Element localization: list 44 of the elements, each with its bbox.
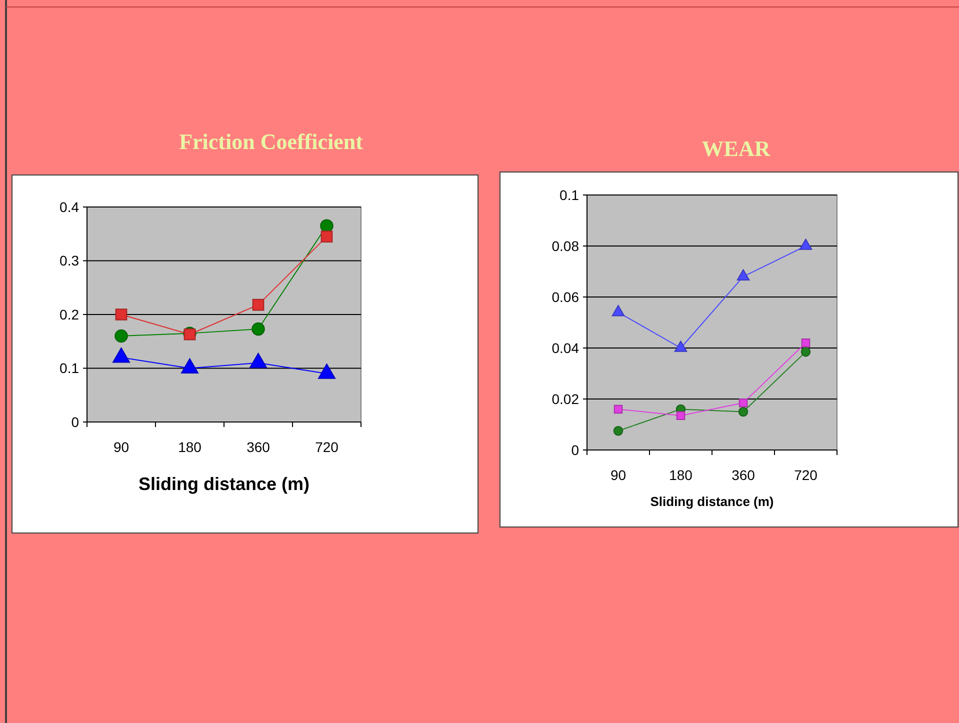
chart-title: Friction Coefficient <box>179 129 364 154</box>
point <box>114 329 128 343</box>
y-tick-label: 0.4 <box>60 198 80 215</box>
point <box>115 308 128 320</box>
point <box>676 411 686 420</box>
point <box>799 238 812 250</box>
x-tick-label: 720 <box>794 467 818 483</box>
x-axis-title: Sliding distance (m) <box>650 494 774 509</box>
x-axis-title: Sliding distance (m) <box>138 474 310 494</box>
chart-title: WEAR <box>702 136 772 161</box>
point <box>738 398 748 408</box>
point <box>613 426 624 436</box>
y-tick-label: 0.06 <box>552 288 580 305</box>
point <box>801 338 810 348</box>
y-tick-label: 0.3 <box>60 252 80 269</box>
x-tick-label: 360 <box>732 467 756 483</box>
x-tick-label: 360 <box>246 439 270 455</box>
x-tick-label: 90 <box>113 439 130 455</box>
y-tick-label: 0.1 <box>60 360 80 376</box>
y-tick-label: 0.08 <box>552 238 580 254</box>
point <box>614 404 623 414</box>
point <box>612 305 625 316</box>
point <box>250 352 267 368</box>
y-tick-label: 0 <box>71 414 80 430</box>
point <box>800 346 811 357</box>
point <box>320 219 334 232</box>
y-tick-label: 0.2 <box>60 306 80 322</box>
point <box>318 364 336 379</box>
point <box>320 230 333 242</box>
y-tick-label: 0.1 <box>560 186 580 203</box>
point <box>181 358 198 374</box>
x-tick-label: 180 <box>178 439 202 455</box>
x-tick-label: 180 <box>669 467 693 483</box>
point <box>674 340 688 352</box>
x-tick-label: 90 <box>610 467 626 483</box>
y-tick-label: 0.04 <box>552 340 580 356</box>
y-tick-label: 0 <box>571 442 580 458</box>
point <box>736 269 750 280</box>
x-tick-label: 720 <box>315 439 339 455</box>
y-tick-label: 0.02 <box>552 390 580 407</box>
point <box>112 347 130 363</box>
point <box>252 322 265 336</box>
point <box>252 298 264 311</box>
point <box>738 406 748 417</box>
